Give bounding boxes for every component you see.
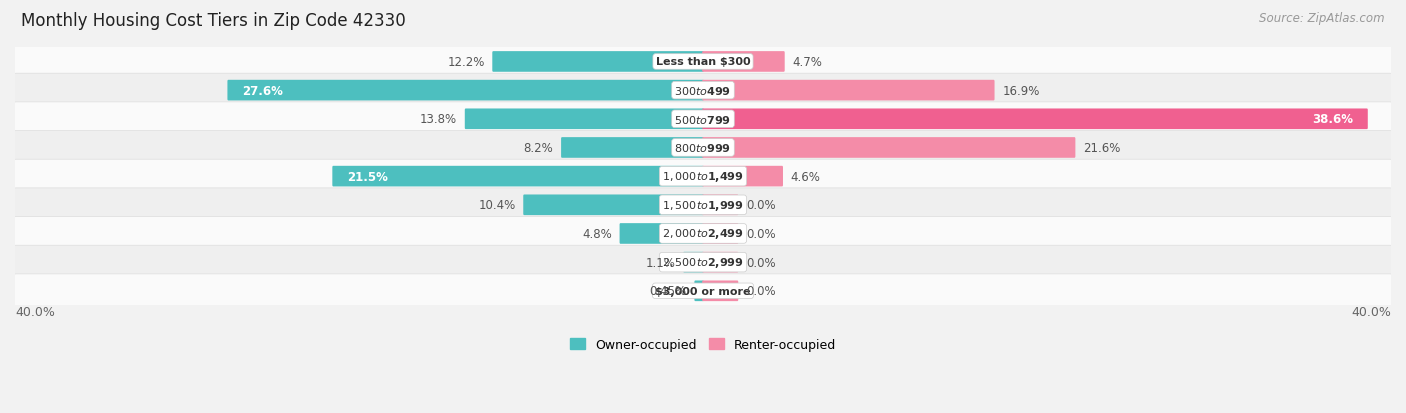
Text: Source: ZipAtlas.com: Source: ZipAtlas.com [1260, 12, 1385, 25]
Text: 27.6%: 27.6% [242, 84, 283, 97]
FancyBboxPatch shape [702, 195, 738, 216]
Text: $1,500 to $1,999: $1,500 to $1,999 [662, 198, 744, 212]
Text: $2,000 to $2,499: $2,000 to $2,499 [662, 227, 744, 241]
FancyBboxPatch shape [561, 138, 704, 159]
FancyBboxPatch shape [702, 52, 785, 73]
FancyBboxPatch shape [702, 281, 738, 301]
FancyBboxPatch shape [332, 166, 704, 187]
FancyBboxPatch shape [702, 166, 783, 187]
FancyBboxPatch shape [13, 45, 1393, 79]
FancyBboxPatch shape [683, 252, 704, 273]
FancyBboxPatch shape [228, 81, 704, 101]
Text: 10.4%: 10.4% [478, 199, 516, 212]
Text: $3,000 or more: $3,000 or more [655, 286, 751, 296]
FancyBboxPatch shape [702, 252, 738, 273]
FancyBboxPatch shape [702, 138, 1076, 159]
Text: 13.8%: 13.8% [420, 113, 457, 126]
FancyBboxPatch shape [13, 188, 1393, 222]
FancyBboxPatch shape [465, 109, 704, 130]
FancyBboxPatch shape [702, 223, 738, 244]
FancyBboxPatch shape [523, 195, 704, 216]
FancyBboxPatch shape [695, 281, 704, 301]
Text: 16.9%: 16.9% [1002, 84, 1039, 97]
FancyBboxPatch shape [13, 246, 1393, 279]
Text: 4.6%: 4.6% [790, 170, 821, 183]
Text: 1.1%: 1.1% [645, 256, 675, 269]
Text: 0.0%: 0.0% [747, 285, 776, 298]
Legend: Owner-occupied, Renter-occupied: Owner-occupied, Renter-occupied [565, 333, 841, 356]
Text: 0.0%: 0.0% [747, 199, 776, 212]
FancyBboxPatch shape [13, 160, 1393, 194]
FancyBboxPatch shape [702, 81, 994, 101]
Text: Monthly Housing Cost Tiers in Zip Code 42330: Monthly Housing Cost Tiers in Zip Code 4… [21, 12, 406, 30]
FancyBboxPatch shape [492, 52, 704, 73]
FancyBboxPatch shape [13, 74, 1393, 108]
Text: $300 to $499: $300 to $499 [675, 85, 731, 97]
Text: 0.45%: 0.45% [650, 285, 686, 298]
Text: $500 to $799: $500 to $799 [675, 114, 731, 126]
Text: 0.0%: 0.0% [747, 256, 776, 269]
Text: 38.6%: 38.6% [1312, 113, 1353, 126]
Text: 40.0%: 40.0% [1351, 305, 1391, 318]
FancyBboxPatch shape [13, 217, 1393, 251]
Text: 4.7%: 4.7% [793, 56, 823, 69]
Text: 8.2%: 8.2% [523, 142, 554, 154]
Text: $2,500 to $2,999: $2,500 to $2,999 [662, 256, 744, 270]
FancyBboxPatch shape [13, 102, 1393, 136]
FancyBboxPatch shape [13, 274, 1393, 308]
Text: 40.0%: 40.0% [15, 305, 55, 318]
Text: Less than $300: Less than $300 [655, 57, 751, 67]
Text: 0.0%: 0.0% [747, 228, 776, 240]
Text: 12.2%: 12.2% [447, 56, 485, 69]
FancyBboxPatch shape [702, 109, 1368, 130]
Text: 21.5%: 21.5% [347, 170, 388, 183]
FancyBboxPatch shape [13, 131, 1393, 165]
Text: $1,000 to $1,499: $1,000 to $1,499 [662, 170, 744, 184]
Text: $800 to $999: $800 to $999 [675, 142, 731, 154]
Text: 21.6%: 21.6% [1083, 142, 1121, 154]
FancyBboxPatch shape [620, 223, 704, 244]
Text: 4.8%: 4.8% [582, 228, 612, 240]
